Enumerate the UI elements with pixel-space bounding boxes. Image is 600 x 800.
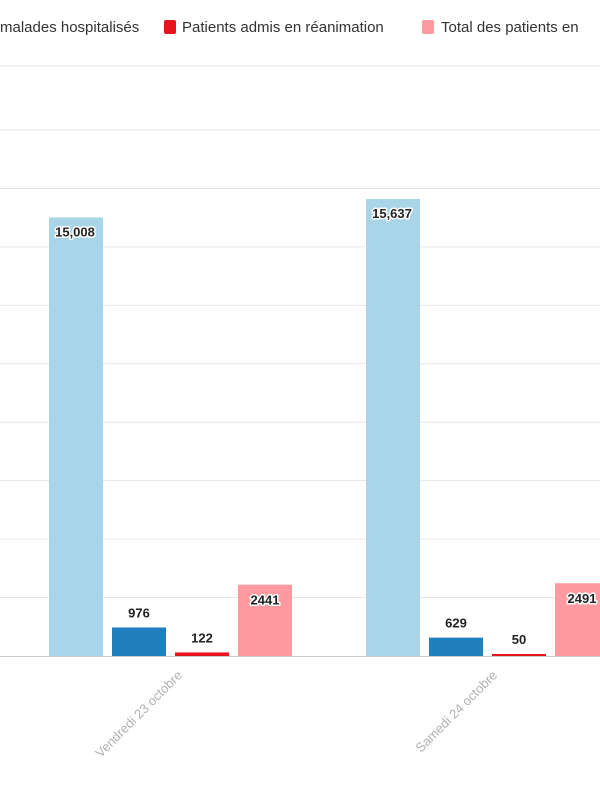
legend-swatch xyxy=(422,20,434,34)
bars xyxy=(49,199,600,656)
legend-label: Total des patients en xyxy=(441,19,579,36)
bar-labels: 15,008 976 122 2441 15,637 629 50 2491 xyxy=(54,205,598,649)
data-label: 122 xyxy=(191,630,213,645)
legend-label: Patients admis en réanimation xyxy=(182,19,384,36)
legend-item[interactable]: malades hospitalisés xyxy=(0,19,139,36)
legend-label: malades hospitalisés xyxy=(0,19,139,36)
data-label: 2491 xyxy=(568,591,597,606)
legend: malades hospitalisés Patients admis en ré… xyxy=(0,19,579,36)
data-label: 15,008 xyxy=(55,224,95,239)
x-tick-labels: Vendredi 23 octobre Samedi 24 octobre xyxy=(92,668,500,761)
bar-s1-c1[interactable] xyxy=(429,637,483,656)
bar-s0-c0[interactable] xyxy=(49,217,103,656)
data-label: 976 xyxy=(128,605,150,620)
legend-swatch xyxy=(164,20,176,34)
legend-item[interactable]: Patients admis en réanimation xyxy=(164,19,384,36)
data-label: 629 xyxy=(445,616,467,631)
bar-s2-c0[interactable] xyxy=(175,652,229,656)
bar-s2-c1[interactable] xyxy=(492,654,546,656)
bar-s0-c1[interactable] xyxy=(366,199,420,656)
legend-item[interactable]: Total des patients en xyxy=(422,19,579,36)
bar-s1-c0[interactable] xyxy=(112,627,166,656)
data-label: 50 xyxy=(512,632,526,647)
data-label: 2441 xyxy=(251,593,280,608)
bar-s3-c1[interactable] xyxy=(555,583,600,656)
bar-s3-c0[interactable] xyxy=(238,584,292,656)
data-label: 15,637 xyxy=(372,206,412,221)
x-tick-label: Vendredi 23 octobre xyxy=(92,668,185,761)
x-tick-label: Samedi 24 octobre xyxy=(412,668,500,756)
